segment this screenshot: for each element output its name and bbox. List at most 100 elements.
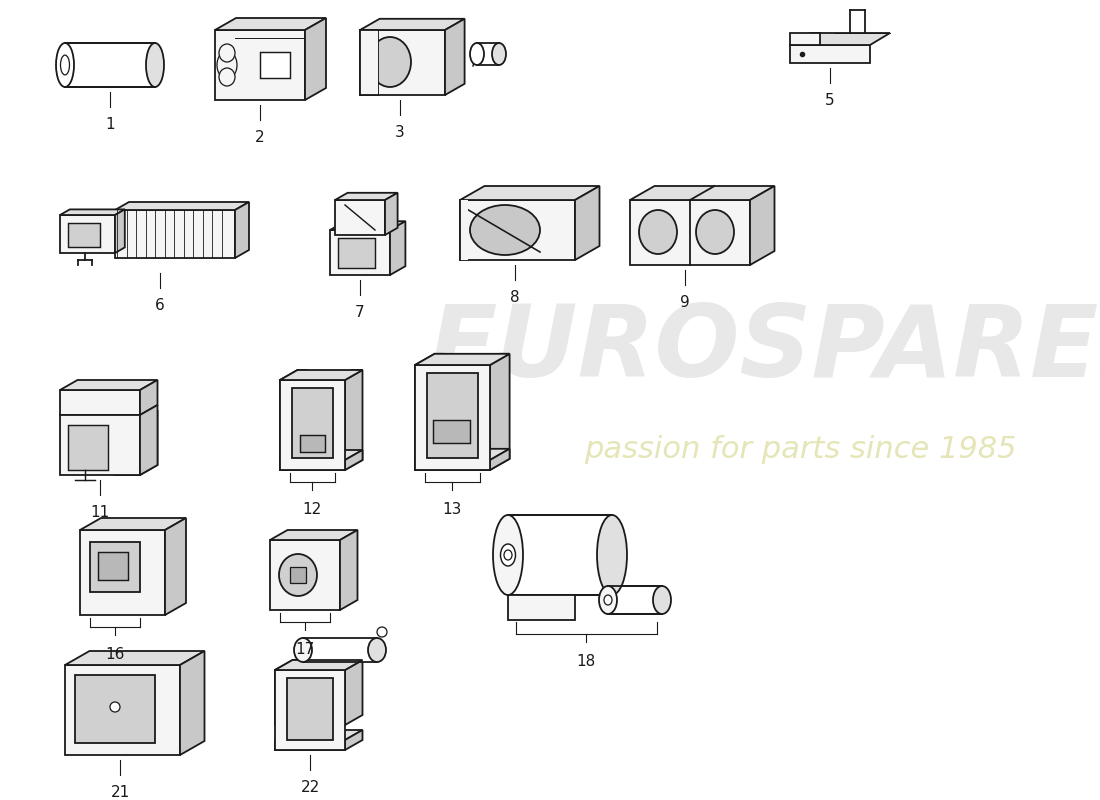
Polygon shape	[280, 450, 363, 460]
Polygon shape	[390, 222, 406, 275]
Text: 1: 1	[106, 117, 114, 132]
Ellipse shape	[493, 515, 522, 595]
Polygon shape	[275, 670, 345, 750]
Text: 13: 13	[442, 502, 462, 517]
Text: 16: 16	[106, 647, 124, 662]
Polygon shape	[336, 660, 363, 670]
Polygon shape	[415, 354, 444, 365]
Ellipse shape	[470, 43, 484, 65]
Polygon shape	[60, 415, 140, 475]
Polygon shape	[345, 450, 363, 470]
Polygon shape	[116, 410, 157, 420]
Polygon shape	[280, 380, 290, 470]
Ellipse shape	[504, 550, 512, 560]
Polygon shape	[630, 186, 774, 200]
Polygon shape	[446, 18, 464, 95]
Polygon shape	[480, 354, 509, 365]
Ellipse shape	[294, 638, 312, 662]
Circle shape	[377, 627, 387, 637]
Polygon shape	[280, 380, 345, 470]
Polygon shape	[336, 370, 363, 380]
Text: EUROSPARES: EUROSPARES	[429, 302, 1100, 398]
Ellipse shape	[500, 544, 516, 566]
Polygon shape	[275, 740, 345, 750]
Ellipse shape	[56, 43, 74, 87]
Ellipse shape	[639, 210, 676, 254]
Text: 8: 8	[510, 290, 520, 305]
Polygon shape	[80, 530, 165, 615]
Polygon shape	[360, 18, 464, 30]
Polygon shape	[415, 365, 490, 470]
Polygon shape	[116, 202, 249, 210]
Polygon shape	[345, 730, 363, 750]
Polygon shape	[460, 186, 600, 200]
Polygon shape	[415, 365, 425, 470]
Polygon shape	[90, 542, 140, 592]
Polygon shape	[490, 449, 509, 470]
Ellipse shape	[696, 210, 734, 254]
Ellipse shape	[368, 37, 411, 87]
Polygon shape	[140, 405, 157, 475]
Text: 3: 3	[395, 125, 405, 140]
Polygon shape	[415, 354, 509, 365]
Polygon shape	[302, 638, 377, 662]
Polygon shape	[608, 586, 662, 614]
Polygon shape	[214, 18, 326, 30]
Polygon shape	[285, 660, 303, 725]
Ellipse shape	[597, 515, 627, 595]
Ellipse shape	[279, 554, 317, 596]
Polygon shape	[460, 200, 575, 260]
Polygon shape	[280, 370, 363, 380]
Text: 21: 21	[110, 785, 130, 800]
Polygon shape	[336, 670, 345, 725]
Polygon shape	[280, 370, 308, 380]
Polygon shape	[116, 210, 235, 258]
Polygon shape	[345, 370, 363, 470]
Text: 7: 7	[355, 305, 365, 320]
Polygon shape	[508, 515, 612, 595]
Ellipse shape	[653, 586, 671, 614]
Polygon shape	[68, 425, 108, 470]
Polygon shape	[65, 43, 155, 87]
Polygon shape	[60, 210, 124, 215]
Polygon shape	[790, 33, 820, 45]
Text: passion for parts since 1985: passion for parts since 1985	[584, 435, 1016, 465]
Polygon shape	[68, 223, 100, 247]
Polygon shape	[116, 210, 124, 253]
Polygon shape	[338, 238, 375, 268]
Polygon shape	[98, 552, 128, 580]
Polygon shape	[180, 651, 205, 755]
Polygon shape	[65, 665, 180, 755]
Polygon shape	[275, 660, 302, 670]
Ellipse shape	[470, 205, 540, 255]
Polygon shape	[433, 420, 470, 443]
Polygon shape	[630, 200, 750, 265]
Polygon shape	[477, 43, 499, 65]
Text: 17: 17	[296, 642, 315, 657]
Polygon shape	[270, 530, 358, 540]
Polygon shape	[290, 567, 306, 583]
Text: 9: 9	[680, 295, 690, 310]
Text: 22: 22	[300, 780, 320, 795]
Ellipse shape	[368, 638, 386, 662]
Text: 12: 12	[302, 502, 321, 517]
Polygon shape	[575, 186, 600, 260]
Polygon shape	[490, 354, 509, 470]
Polygon shape	[415, 460, 490, 470]
Polygon shape	[790, 45, 870, 63]
Text: 6: 6	[155, 298, 165, 313]
Ellipse shape	[492, 43, 506, 65]
Ellipse shape	[600, 586, 617, 614]
Polygon shape	[75, 675, 155, 743]
Polygon shape	[415, 449, 509, 460]
Polygon shape	[235, 202, 249, 258]
Polygon shape	[60, 390, 140, 415]
Ellipse shape	[217, 51, 236, 79]
Polygon shape	[290, 370, 308, 470]
Polygon shape	[750, 186, 774, 265]
Ellipse shape	[60, 55, 69, 75]
Polygon shape	[340, 530, 358, 610]
Polygon shape	[508, 595, 575, 620]
Polygon shape	[336, 200, 385, 235]
Polygon shape	[336, 193, 397, 200]
